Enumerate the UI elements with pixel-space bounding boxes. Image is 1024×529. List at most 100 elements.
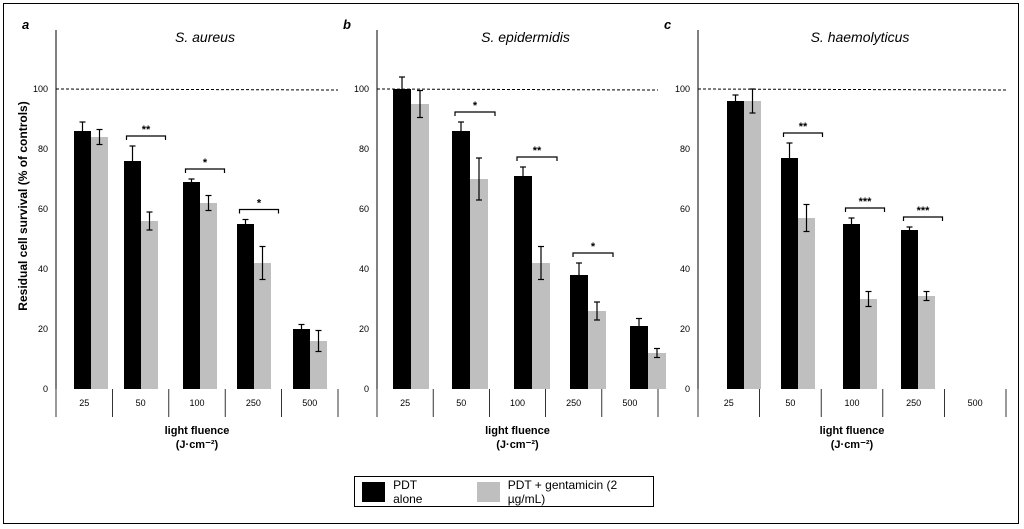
panel-a-significance-bracket bbox=[184, 168, 226, 173]
panel-a-panel-letter: a bbox=[22, 17, 29, 32]
panel-a-bar-series-2 bbox=[141, 221, 158, 389]
panel-c-x-axis-unit: (J·cm⁻²) bbox=[831, 439, 874, 451]
panel-c-y-tick-label: 20 bbox=[680, 324, 690, 334]
panel-b-y-tick-label: 100 bbox=[354, 84, 369, 94]
panel-b-bar-series-2 bbox=[532, 263, 550, 389]
panel-b-bar-series-1 bbox=[452, 131, 470, 389]
panel-a-bar-series-2 bbox=[254, 263, 271, 389]
y-axis-label: Residual cell survival (% of controls) bbox=[16, 101, 30, 310]
panel-a-x-axis-unit: (J·cm⁻²) bbox=[176, 439, 219, 451]
panel-b-y-tick-label: 60 bbox=[359, 204, 369, 214]
panel-c-y-tick-label: 100 bbox=[675, 84, 690, 94]
panel-a-bar-series-2 bbox=[200, 203, 217, 389]
panel-a-x-axis-label: light fluence bbox=[165, 425, 230, 437]
panel-a-bar-series-1 bbox=[293, 329, 310, 389]
panel-c-control-reference-line bbox=[697, 88, 1007, 91]
panel-a-bar-series-1 bbox=[183, 182, 200, 389]
panel-a-y-tick-label: 0 bbox=[43, 384, 48, 394]
panel-b-significance-bracket bbox=[516, 156, 558, 161]
panel-b-significance-label: ** bbox=[533, 145, 542, 157]
panel-b-control-reference-line bbox=[376, 88, 659, 91]
panel-b-y-tick-label: 80 bbox=[359, 144, 369, 154]
panel-c-significance-bracket bbox=[844, 207, 886, 212]
panel-a-bar-series-1 bbox=[237, 224, 254, 389]
legend-label-pdt-alone: PDT alone bbox=[393, 477, 423, 506]
panel-b-x-axis-unit: (J·cm⁻²) bbox=[496, 439, 539, 451]
panel-c-x-tick-label: 250 bbox=[906, 398, 921, 408]
panel-a-x-tick-label: 50 bbox=[136, 398, 146, 408]
panel-b-panel-letter: b bbox=[343, 17, 351, 32]
legend-swatch-pdt-gentamicin bbox=[476, 481, 500, 502]
panel-c-significance-label: ** bbox=[799, 121, 808, 133]
panel-b-significance-bracket bbox=[572, 252, 614, 257]
legend-swatch-pdt-alone bbox=[362, 481, 386, 502]
panel-a-y-tick-label: 40 bbox=[38, 264, 48, 274]
panel-c-bar-series-2 bbox=[744, 101, 761, 389]
panel-a-bar-series-1 bbox=[124, 161, 141, 389]
panel-b-significance-bracket bbox=[454, 111, 496, 116]
panel-c-bar-series-2 bbox=[918, 296, 935, 389]
panel-b-bar-series-2 bbox=[648, 353, 666, 389]
panel-a-significance-label: * bbox=[203, 157, 208, 169]
figure-frame bbox=[3, 3, 1019, 524]
panel-a-significance-label: ** bbox=[142, 124, 151, 136]
panel-c-x-tick-label: 25 bbox=[724, 398, 734, 408]
panel-a-x-tick-label: 500 bbox=[302, 398, 317, 408]
panel-c-bar-series-1 bbox=[727, 101, 744, 389]
panel-b-y-tick-label: 0 bbox=[364, 384, 369, 394]
panel-b-x-tick-label: 50 bbox=[456, 398, 466, 408]
panel-b-bar-series-1 bbox=[630, 326, 648, 389]
panel-c-y-tick-label: 80 bbox=[680, 144, 690, 154]
panel-b-bar-series-1 bbox=[393, 89, 411, 389]
panel-a-bar-series-2 bbox=[91, 137, 108, 389]
panel-a-x-tick-label: 100 bbox=[189, 398, 204, 408]
panel-b-x-tick-label: 25 bbox=[400, 398, 410, 408]
panel-c-x-tick-label: 500 bbox=[968, 398, 983, 408]
panel-a-significance-bracket bbox=[238, 208, 280, 214]
panel-a-significance-label: * bbox=[257, 198, 262, 210]
panel-b-bar-series-2 bbox=[411, 104, 429, 389]
legend-item-pdt-alone: PDT alone bbox=[355, 478, 448, 506]
panel-a-y-tick-label: 60 bbox=[38, 204, 48, 214]
panel-a-y-tick-label: 80 bbox=[38, 144, 48, 154]
panel-b-bar-series-2 bbox=[588, 311, 606, 389]
panel-c-significance-bracket bbox=[902, 216, 944, 221]
legend: PDT alone PDT + gentamicin (2 µg/mL) bbox=[354, 476, 654, 507]
panel-b-x-tick-label: 500 bbox=[622, 398, 637, 408]
panel-b-x-axis-label: light fluence bbox=[485, 425, 550, 437]
panel-c-x-axis-label: light fluence bbox=[820, 425, 885, 437]
panel-b-x-tick-label: 100 bbox=[510, 398, 525, 408]
panel-a-y-tick-label: 20 bbox=[38, 324, 48, 334]
panel-c-y-tick-label: 0 bbox=[685, 384, 690, 394]
panel-c-x-tick-label: 50 bbox=[785, 398, 795, 408]
panel-c-x-tick-label: 100 bbox=[844, 398, 859, 408]
panel-c-bar-series-1 bbox=[901, 230, 918, 389]
panel-c-panel-letter: c bbox=[664, 17, 672, 32]
panel-a-significance-bracket bbox=[125, 135, 167, 140]
panel-c-bar-series-1 bbox=[781, 158, 798, 389]
panel-b-title: S. epidermidis bbox=[481, 29, 570, 45]
panel-c-title: S. haemolyticus bbox=[811, 29, 910, 45]
legend-item-pdt-gentamicin: PDT + gentamicin (2 µg/mL) bbox=[470, 478, 654, 506]
panel-b-x-tick-label: 250 bbox=[566, 398, 581, 408]
panel-a-control-reference-line bbox=[55, 88, 339, 91]
panel-b-y-tick-label: 20 bbox=[359, 324, 369, 334]
panel-b-bar-series-1 bbox=[570, 275, 588, 389]
panel-c-bar-series-2 bbox=[860, 299, 877, 389]
legend-label-pdt-gentamicin: PDT + gentamicin (2 µg/mL) bbox=[507, 477, 618, 506]
panel-a-x-tick-label: 250 bbox=[246, 398, 261, 408]
panel-c-significance-label: *** bbox=[917, 205, 931, 217]
panel-c-significance-bracket bbox=[782, 132, 824, 137]
panel-a-x-tick-label: 25 bbox=[79, 398, 89, 408]
panel-b-significance-label: * bbox=[473, 100, 478, 112]
panel-c-y-tick-label: 40 bbox=[680, 264, 690, 274]
panel-a-bar-series-2 bbox=[310, 341, 327, 389]
panel-c-bar-series-2 bbox=[798, 218, 815, 389]
panel-a-y-tick-label: 100 bbox=[33, 84, 48, 94]
panel-b-bar-series-2 bbox=[470, 179, 488, 389]
panel-a-bar-series-1 bbox=[74, 131, 91, 389]
panel-c-bar-series-1 bbox=[843, 224, 860, 389]
panel-c-significance-label: *** bbox=[859, 196, 873, 208]
panel-b-significance-label: * bbox=[591, 241, 596, 253]
